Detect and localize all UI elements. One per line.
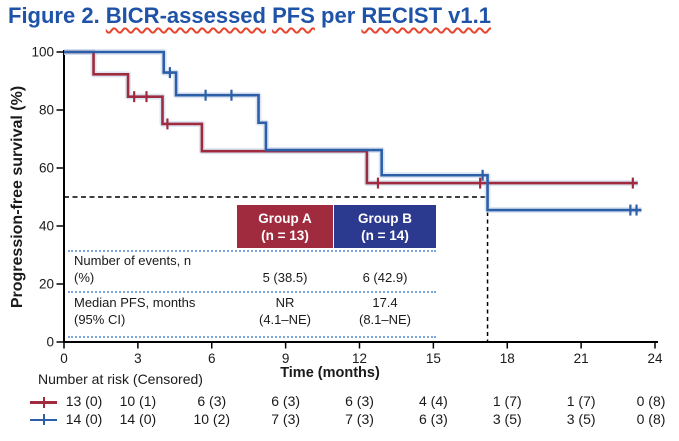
y-tick-label: 60 <box>39 161 54 176</box>
median-b-line1: 17.4 <box>372 295 398 310</box>
group-a-legend-marker-icon <box>30 397 57 407</box>
group-a-header: Group A (n = 13) <box>237 205 333 248</box>
events-label-line2: (%) <box>74 270 95 285</box>
stats-table: Group A (n = 13) Group B (n = 14) Number… <box>68 205 436 341</box>
dotted-rule <box>68 336 436 338</box>
x-tick-label: 15 <box>426 351 441 366</box>
group-b-header: Group B (n = 14) <box>334 205 436 248</box>
x-axis-label: Time (months) <box>280 365 380 381</box>
at-risk-value-group-b: 7 (3) <box>271 410 301 427</box>
events-value-group-a: 5 (38.5) <box>237 252 333 286</box>
km-plot-svg: 0 20 40 60 80 100 0 3 6 9 12 15 18 21 24 <box>31 45 663 367</box>
at-risk-value-group-b: 10 (2) <box>193 410 231 427</box>
x-tick-label: 9 <box>282 351 290 366</box>
at-risk-value-group-b: 3 (5) <box>566 410 596 427</box>
x-tick-label: 12 <box>352 351 367 366</box>
x-tick-label: 3 <box>134 351 142 366</box>
at-risk-value-group-a: 10 (1) <box>119 393 157 409</box>
y-tick-label: 80 <box>39 103 54 118</box>
dotted-rule <box>68 291 436 293</box>
title-word-flagged: PFS <box>272 3 315 28</box>
km-curve-group-a <box>64 50 638 185</box>
dotted-rule <box>68 250 436 252</box>
title-text: Figure 2. <box>8 3 106 28</box>
y-tick-label: 100 <box>31 45 54 60</box>
median-row-label: Median PFS, months (95% CI) <box>74 294 195 328</box>
median-b-line2: (8.1–NE) <box>358 312 412 327</box>
y-tick-label: 0 <box>46 335 54 350</box>
at-risk-value-group-b: 0 (8) <box>636 410 666 427</box>
events-label-line1: Number of events, n <box>74 253 192 268</box>
title-word-flagged: BICR-assessed <box>105 3 266 28</box>
x-tick-label: 0 <box>60 351 68 366</box>
group-a-header-line2: (n = 13) <box>261 227 309 243</box>
events-b-line2: 6 (42.9) <box>362 270 408 285</box>
events-a-line2: 5 (38.5) <box>262 270 308 285</box>
at-risk-value-group-a: 13 (0) <box>65 393 103 409</box>
median-a-line1: NR <box>275 295 295 310</box>
at-risk-value-group-a: 1 (7) <box>566 393 596 409</box>
at-risk-row-group-b: 14 (0) 14 (0) 10 (2) 7 (3) 7 (3) 6 (3) 3 (5) 3 … <box>0 411 679 429</box>
x-tick-label: 21 <box>574 351 589 366</box>
at-risk-value-group-a: 6 (3) <box>271 393 301 409</box>
x-tick-label: 24 <box>647 351 663 366</box>
at-risk-value-group-a: 0 (8) <box>636 393 666 409</box>
events-value-group-b: 6 (42.9) <box>334 252 436 286</box>
median-value-group-b: 17.4 (8.1–NE) <box>334 294 436 328</box>
at-risk-value-group-a: 4 (4) <box>418 393 448 409</box>
median-label-line2: (95% CI) <box>74 312 126 327</box>
median-a-line2: (4.1–NE) <box>258 312 312 327</box>
at-risk-value-group-a: 6 (3) <box>345 393 374 409</box>
median-label-line1: Median PFS, months <box>74 295 196 310</box>
events-a-line1 <box>237 252 333 269</box>
number-at-risk-label: Number at risk (Censored) <box>38 371 203 387</box>
at-risk-value-group-b: 6 (3) <box>418 410 448 427</box>
at-risk-row-group-a: 13 (0) 10 (1) 6 (3) 6 (3) 6 (3) 4 (4) 1 (7) 1 (… <box>0 393 679 411</box>
at-risk-value-group-b: 14 (0) <box>119 410 157 427</box>
at-risk-value-group-b: 14 (0) <box>65 410 103 427</box>
y-axis-label: Progression-free survival (%) <box>9 85 26 309</box>
title-word-flagged: RECIST v1.1 <box>361 3 491 28</box>
x-tick-label: 6 <box>208 351 216 366</box>
at-risk-value-group-b: 7 (3) <box>345 410 374 427</box>
at-risk-value-group-b: 3 (5) <box>492 410 522 427</box>
number-at-risk-section: 13 (0) 10 (1) 6 (3) 6 (3) 6 (3) 4 (4) 1 (7) 1 (… <box>0 393 679 428</box>
curve-halo <box>64 49 642 214</box>
events-row-label: Number of events, n (%) <box>74 252 191 286</box>
group-b-legend-marker-icon <box>30 414 57 425</box>
group-b-header-line1: Group B <box>358 210 412 226</box>
median-value-group-a: NR (4.1–NE) <box>237 294 333 328</box>
y-tick-label: 40 <box>39 219 54 234</box>
group-b-header-line2: (n = 14) <box>361 227 409 243</box>
at-risk-value-group-a: 1 (7) <box>492 393 522 409</box>
title-text: per <box>314 3 362 28</box>
km-curve-group-b <box>64 50 642 212</box>
events-b-line1 <box>334 252 436 269</box>
curve-halo <box>64 49 638 187</box>
at-risk-value-group-a: 6 (3) <box>197 393 227 409</box>
group-a-header-line1: Group A <box>258 210 312 226</box>
figure-title: Figure 2. BICR-assessed PFS per RECIST v… <box>8 3 491 29</box>
x-tick-label: 18 <box>500 351 515 366</box>
y-tick-label: 20 <box>39 277 54 292</box>
